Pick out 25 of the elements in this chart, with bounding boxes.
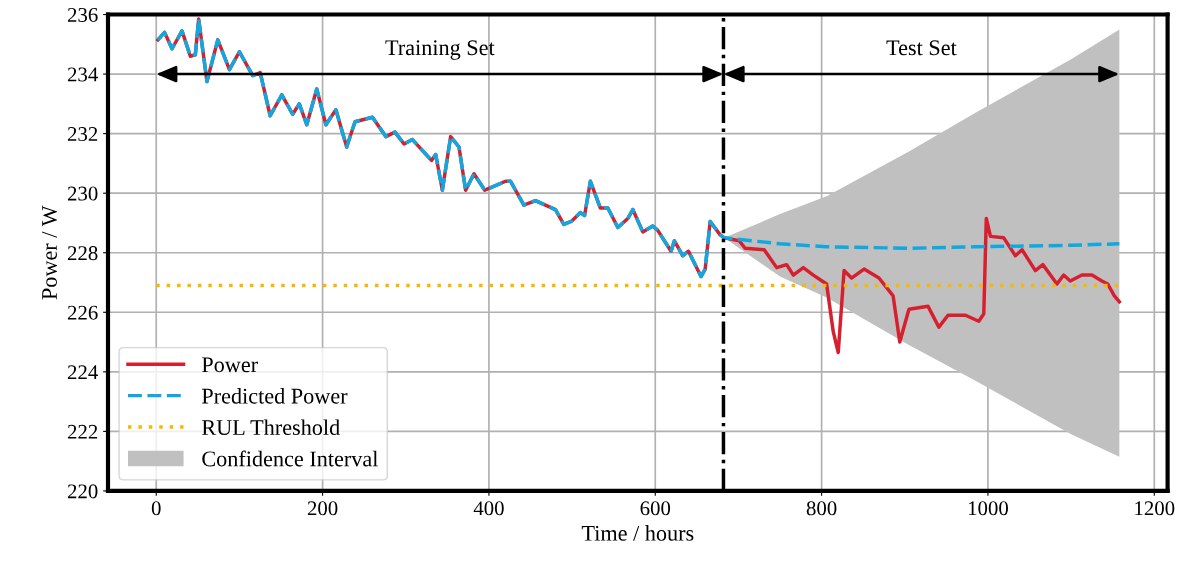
y-tick-label: 228	[67, 246, 98, 261]
y-tick-label: 222	[67, 424, 98, 439]
legend-label: Power	[201, 357, 258, 373]
x-tick-label: 0	[151, 501, 161, 516]
x-tick-label: 800	[806, 501, 837, 516]
legend-label: Confidence Interval	[202, 450, 378, 467]
y-tick-label: 220	[67, 484, 98, 499]
y-tick-label: 224	[67, 365, 98, 380]
y-tick-label: 234	[67, 67, 98, 82]
x-tick-label: 1000	[968, 501, 1008, 516]
legend-label: RUL Threshold	[201, 419, 340, 436]
x-tick-label: 400	[473, 501, 504, 516]
legend-label: Predicted Power	[201, 387, 348, 404]
annotation: Training Set	[385, 40, 495, 60]
x-tick-label: 1200	[1135, 501, 1175, 516]
y-tick-label: 226	[67, 305, 98, 320]
line-series	[156, 17, 1122, 279]
annotation: Test Set	[886, 40, 957, 56]
x-tick-label: 200	[307, 501, 338, 516]
y-tick-label: 232	[67, 127, 98, 142]
y-tick-label: 230	[67, 186, 98, 201]
x-axis-title: Time / hours	[581, 525, 694, 541]
y-tick-label: 236	[67, 7, 98, 22]
x-tick-label: 600	[640, 501, 671, 516]
y-axis-title: Power / W	[42, 205, 58, 300]
